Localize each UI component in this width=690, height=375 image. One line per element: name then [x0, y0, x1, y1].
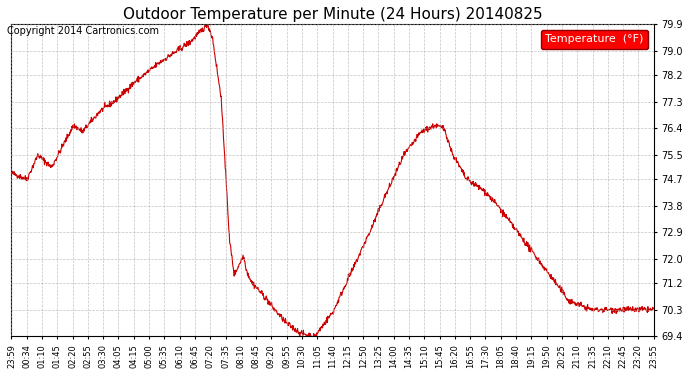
- Title: Outdoor Temperature per Minute (24 Hours) 20140825: Outdoor Temperature per Minute (24 Hours…: [123, 7, 542, 22]
- Temperature  (°F): [150, 64, 159, 69]
- Temperature  (°F): [202, 21, 210, 26]
- Temperature  (°F): [8, 170, 16, 174]
- Temperature  (°F): [433, 122, 442, 127]
- Text: Copyright 2014 Cartronics.com: Copyright 2014 Cartronics.com: [7, 26, 159, 36]
- Temperature  (°F): [574, 300, 582, 305]
- Temperature  (°F): [135, 80, 143, 84]
- Line: Temperature  (°F): Temperature (°F): [12, 24, 653, 339]
- Legend: Temperature  (°F): Temperature (°F): [541, 30, 648, 49]
- Temperature  (°F): [518, 235, 526, 240]
- Temperature  (°F): [222, 187, 230, 191]
- Temperature  (°F): [306, 337, 314, 342]
- Temperature  (°F): [649, 306, 658, 311]
